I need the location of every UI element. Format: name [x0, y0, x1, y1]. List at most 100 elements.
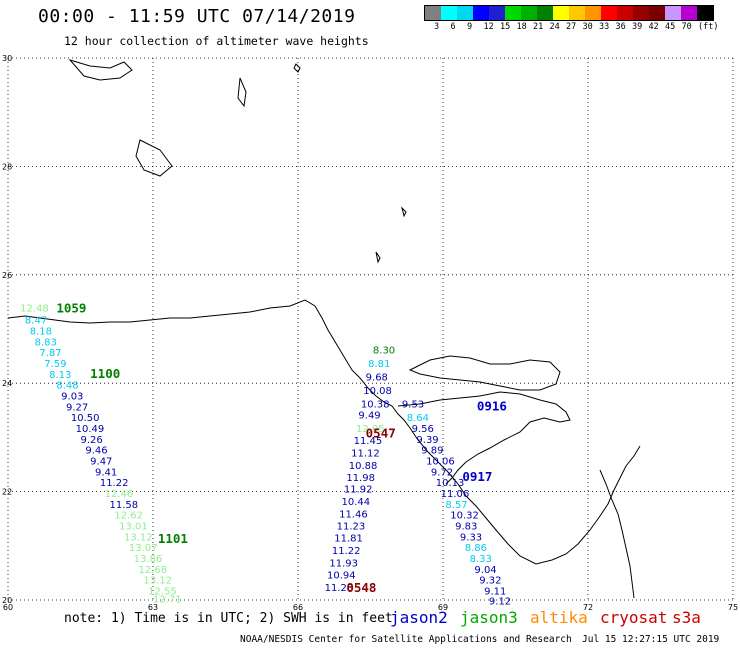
y-tick-label: 30 [2, 54, 12, 63]
legend-swatch [537, 6, 553, 20]
wave-height-value: 13.01 [119, 522, 148, 533]
wave-height-value: 9.68 [366, 372, 388, 383]
wave-height-value: 11.26 [325, 583, 354, 594]
x-tick-label: 66 [293, 603, 303, 612]
island-3 [401, 206, 407, 218]
wave-height-value: 8.47 [25, 316, 47, 327]
legend-label: 27 [566, 22, 577, 32]
legend-label: 33 [599, 22, 610, 32]
wave-height-value: 11.58 [110, 500, 139, 511]
wave-height-value: 10.49 [76, 424, 105, 435]
wave-height-value: 9.39 [416, 435, 438, 446]
y-tick-label: 28 [2, 162, 12, 171]
pass-time-label: 1100 [90, 366, 120, 381]
map-subtitle: 12 hour collection of altimeter wave hei… [64, 34, 369, 48]
wave-height-value: 8.48 [56, 381, 78, 392]
gulf-khambhat [599, 469, 635, 599]
satellite-s3a: s3a [672, 608, 701, 627]
wave-height-value: 9.56 [412, 424, 434, 435]
credit-line: NOAA/NESDIS Center for Satellite Applica… [240, 634, 572, 645]
wave-height-value: 13.12 [124, 532, 153, 543]
coastline-main [7, 299, 641, 565]
wave-height-value: 12.46 [105, 489, 134, 500]
satellite-cryosat: cryosat [600, 608, 668, 627]
wave-height-value: 11.93 [329, 558, 358, 569]
wave-height-value: 10.32 [450, 511, 479, 522]
legend-swatch [601, 6, 617, 20]
wave-height-value: 9.26 [81, 435, 103, 446]
wave-height-value: 11.06 [441, 489, 470, 500]
wave-height-value: 10.06 [426, 457, 455, 468]
wave-height-value: 9.49 [358, 410, 380, 421]
legend-label: 18 [516, 22, 527, 32]
pass-time-label: 0916 [477, 398, 507, 413]
pass-time-label: 0547 [366, 425, 396, 440]
wave-height-value: 8.81 [368, 359, 390, 370]
map-grid [7, 57, 734, 601]
legend-swatch [505, 6, 521, 20]
persian-gulf-island [237, 77, 247, 108]
wave-height-value: 8.33 [470, 554, 492, 565]
wave-height-value: 9.83 [455, 522, 477, 533]
wave-height-value: 7.87 [39, 348, 61, 359]
legend-label: 24 [549, 22, 560, 32]
coastline [7, 59, 641, 599]
wave-height-value: 10.50 [71, 413, 100, 424]
island-1 [293, 63, 301, 73]
legend-label: 70 [681, 22, 692, 32]
wave-height-value: 9.32 [479, 576, 501, 587]
wave-height-value: 8.57 [445, 500, 467, 511]
wave-height-value: 12.68 [139, 565, 168, 576]
island-2 [375, 251, 381, 264]
legend-swatch [441, 6, 457, 20]
footer-note: note: 1) Time is in UTC; 2) SWH is in fe… [64, 611, 393, 626]
wave-height-value: 12.71 [153, 595, 182, 606]
legend-label: 45 [665, 22, 676, 32]
wave-height-value: 12.62 [114, 511, 143, 522]
legend-label: 6 [450, 22, 456, 32]
legend-label: 42 [648, 22, 659, 32]
pass-time-label: 0917 [462, 469, 492, 484]
legend-label: 30 [582, 22, 593, 32]
wave-height-value: 7.59 [44, 359, 66, 370]
legend-label: 21 [533, 22, 544, 32]
wave-height-value: 9.33 [460, 532, 482, 543]
legend-label: 12 [483, 22, 494, 32]
y-tick-label: 24 [2, 379, 12, 388]
legend-label: 9 [467, 22, 473, 32]
x-tick-label: 69 [438, 603, 448, 612]
wave-height-value: 11.81 [334, 533, 363, 544]
legend-swatch [617, 6, 633, 20]
satellite-jason2: jason2 [390, 608, 448, 627]
legend-swatch [473, 6, 489, 20]
legend-swatch [633, 6, 649, 20]
x-tick-label: 75 [728, 603, 738, 612]
wave-height-value: 8.64 [407, 413, 429, 424]
y-tick-label: 20 [2, 596, 12, 605]
wave-height-value: 9.11 [484, 587, 506, 598]
wave-height-value: 9.04 [474, 565, 496, 576]
satellite-jason3: jason3 [460, 608, 518, 627]
legend-label: 39 [632, 22, 643, 32]
wave-height-value: 13.12 [143, 576, 172, 587]
legend-label: 3 [434, 22, 440, 32]
wave-height-value: 10.88 [349, 461, 378, 472]
wave-height-value: 8.83 [35, 337, 57, 348]
wave-height-value: 9.41 [95, 467, 117, 478]
coastline-gulf-kutch [397, 391, 571, 485]
wave-height-value: 11.98 [346, 473, 375, 484]
legend-label: 15 [500, 22, 511, 32]
color-legend-labels: 3 6 9 12 15 18 21 24 27 30 33 36 39 42 45 70 (ft) [424, 22, 740, 34]
legend-swatch [585, 6, 601, 20]
wave-height-value: 9.89 [421, 446, 443, 457]
wave-height-value: 9.72 [431, 467, 453, 478]
legend-swatch [649, 6, 665, 20]
rann-boundary [408, 355, 561, 391]
wave-height-value: 12.55 [148, 587, 177, 598]
pass-time-labels: 1059 1100 1101 0548 0547 0916 0917 [56, 301, 507, 595]
wave-height-value: 10.44 [342, 497, 371, 508]
legend-swatch [681, 6, 697, 20]
wave-height-value: 8.13 [49, 370, 71, 381]
wave-height-value: 11.22 [100, 478, 129, 489]
